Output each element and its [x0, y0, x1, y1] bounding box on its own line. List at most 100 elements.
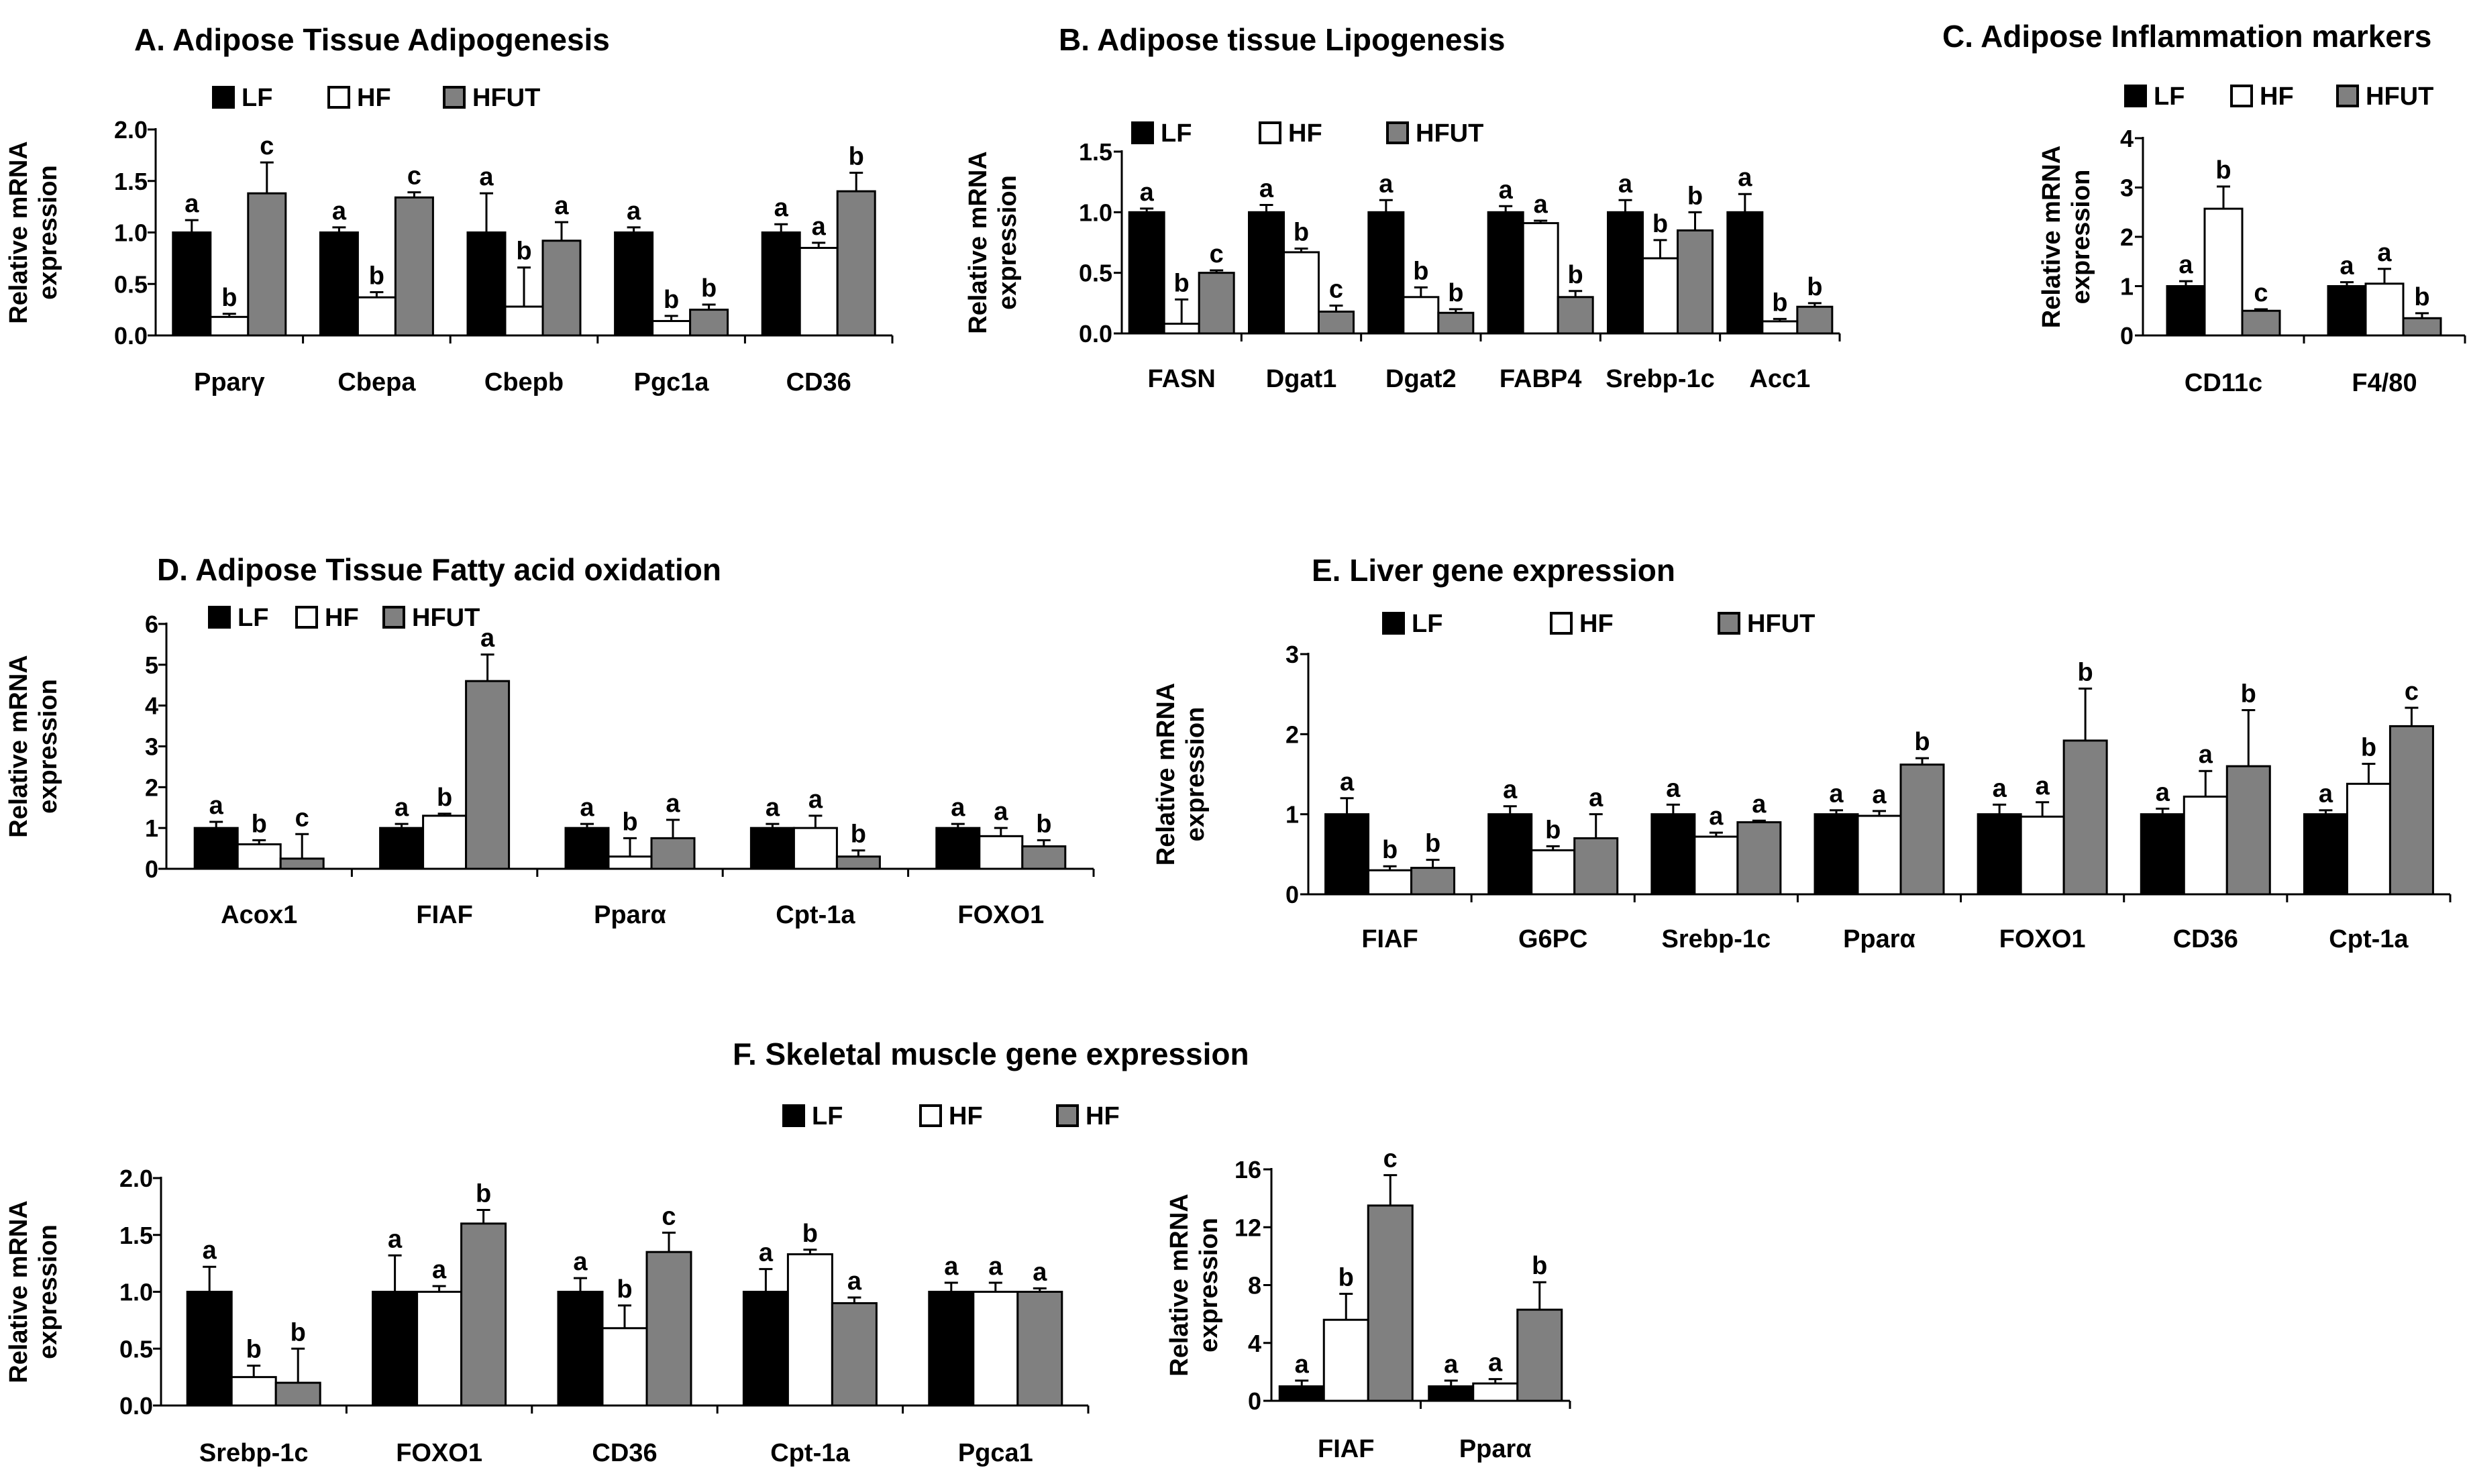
y-axis-label: Relative mRNA expression [5, 1200, 62, 1383]
chart-panel-c: C. Adipose Inflammation markers LF HF HFUT R… [1942, 19, 2466, 397]
legend-label: LF [2154, 83, 2185, 111]
bar [1163, 323, 1200, 335]
significance-label: a [1534, 191, 1548, 219]
significance-label: a [774, 194, 789, 222]
bar [422, 814, 468, 870]
significance-label: b [1914, 728, 1930, 756]
significance-label: a [554, 192, 569, 220]
category-label: FASN [1147, 365, 1215, 393]
y-axis-label-line: expression [1195, 1218, 1223, 1353]
bar [2303, 813, 2348, 896]
category-label: FOXO1 [1999, 925, 2086, 953]
significance-label: b [1338, 1263, 1354, 1291]
legend-swatch [782, 1104, 805, 1127]
significance-label: a [1618, 170, 1633, 198]
y-tick-label: 1.5 [114, 168, 148, 195]
bar [798, 247, 839, 337]
bar [1736, 821, 1782, 896]
bar [614, 231, 654, 337]
bar [274, 1381, 321, 1407]
legend-swatch [443, 86, 466, 109]
y-tick-label: 12 [1234, 1214, 1261, 1241]
y-tick-label: 2 [145, 774, 158, 801]
bar [792, 827, 838, 870]
legend-label: HFUT [2366, 83, 2433, 111]
significance-label: a [1499, 176, 1514, 204]
y-axis-label-line: expression [34, 1224, 62, 1359]
significance-label: a [759, 1239, 774, 1267]
y-tick-label: 0.0 [1079, 320, 1112, 348]
y-tick-label: 3 [2120, 174, 2134, 202]
legend-swatch [327, 86, 350, 109]
bar [379, 827, 425, 870]
legend-label: LF [812, 1102, 843, 1130]
bar [601, 1327, 648, 1407]
bar [836, 190, 876, 337]
y-axis-label: Relative mRNA expression [5, 141, 62, 323]
significance-label: b [1652, 210, 1668, 238]
category-label: CD11c [2185, 369, 2262, 397]
legend-swatch [1382, 612, 1405, 635]
category-label: Cbepb [484, 368, 564, 396]
y-tick-label: 3 [1285, 641, 1299, 668]
significance-label: a [1488, 1349, 1503, 1377]
category-label: Pparα [1459, 1435, 1532, 1463]
y-tick-label: 1.0 [114, 219, 148, 247]
category-label: Acc1 [1749, 365, 1810, 393]
category-label: G6PC [1518, 925, 1587, 953]
significance-label: b [1772, 288, 1787, 317]
bar [1977, 813, 2022, 896]
bar [356, 296, 397, 337]
bar [2241, 309, 2281, 337]
legend-label: LF [1161, 119, 1192, 148]
bar [1472, 1382, 1519, 1402]
bar [193, 827, 239, 870]
significance-label: a [1589, 784, 1604, 812]
significance-label: b [1413, 257, 1428, 285]
legend-swatch [2124, 85, 2147, 107]
chart-panel-f1: F. Skeletal muscle gene expression LF HF HF… [5, 1037, 1249, 1467]
significance-label: a [580, 794, 594, 822]
bar [1437, 311, 1475, 335]
bar [972, 1291, 1019, 1407]
significance-label: b [664, 286, 679, 314]
y-tick-label: 1 [1285, 801, 1299, 829]
significance-label: c [2254, 279, 2268, 307]
category-label: Srebp-1c [1606, 365, 1715, 393]
chart-panel-a: A. Adipose Tissue Adipogenesis LF HF HFUT Re… [5, 22, 894, 396]
category-label: CD36 [592, 1439, 657, 1467]
legend-label: HFUT [1747, 610, 1815, 638]
bar [1899, 763, 1945, 896]
category-label: FABP4 [1500, 365, 1581, 393]
bar [1283, 251, 1320, 335]
legend-swatch [1259, 121, 1281, 144]
bar [2402, 317, 2442, 337]
significance-label: b [1448, 279, 1463, 307]
panel-title: E. Liver gene expression [1312, 553, 1675, 588]
significance-label: a [1503, 776, 1518, 804]
legend-swatch [919, 1104, 942, 1127]
legend-label: LF [242, 84, 272, 112]
significance-label: c [1383, 1145, 1398, 1173]
significance-label: b [221, 284, 237, 312]
bar [1726, 211, 1764, 335]
legend-label: LF [1412, 610, 1442, 638]
bar [928, 1291, 975, 1407]
panel-title: C. Adipose Inflammation markers [1942, 19, 2431, 54]
y-tick-label: 1.0 [1079, 199, 1112, 226]
bar [1198, 272, 1235, 335]
legend-label: HF [949, 1102, 983, 1130]
y-tick-label: 6 [145, 611, 158, 638]
legend-swatch [382, 606, 405, 629]
bar [742, 1291, 789, 1407]
category-label: Cpt-1a [776, 901, 855, 929]
legend-label: HFUT [1416, 119, 1483, 148]
panel-title: D. Adipose Tissue Fatty acid oxidation [157, 552, 721, 587]
significance-label: a [1666, 774, 1681, 802]
legend-swatch [1550, 612, 1573, 635]
bar [1487, 211, 1524, 335]
significance-label: a [2036, 772, 2050, 800]
legend-swatch [1056, 1104, 1079, 1127]
category-label: Pgca1 [958, 1439, 1033, 1467]
legend-label: HFUT [412, 604, 480, 632]
